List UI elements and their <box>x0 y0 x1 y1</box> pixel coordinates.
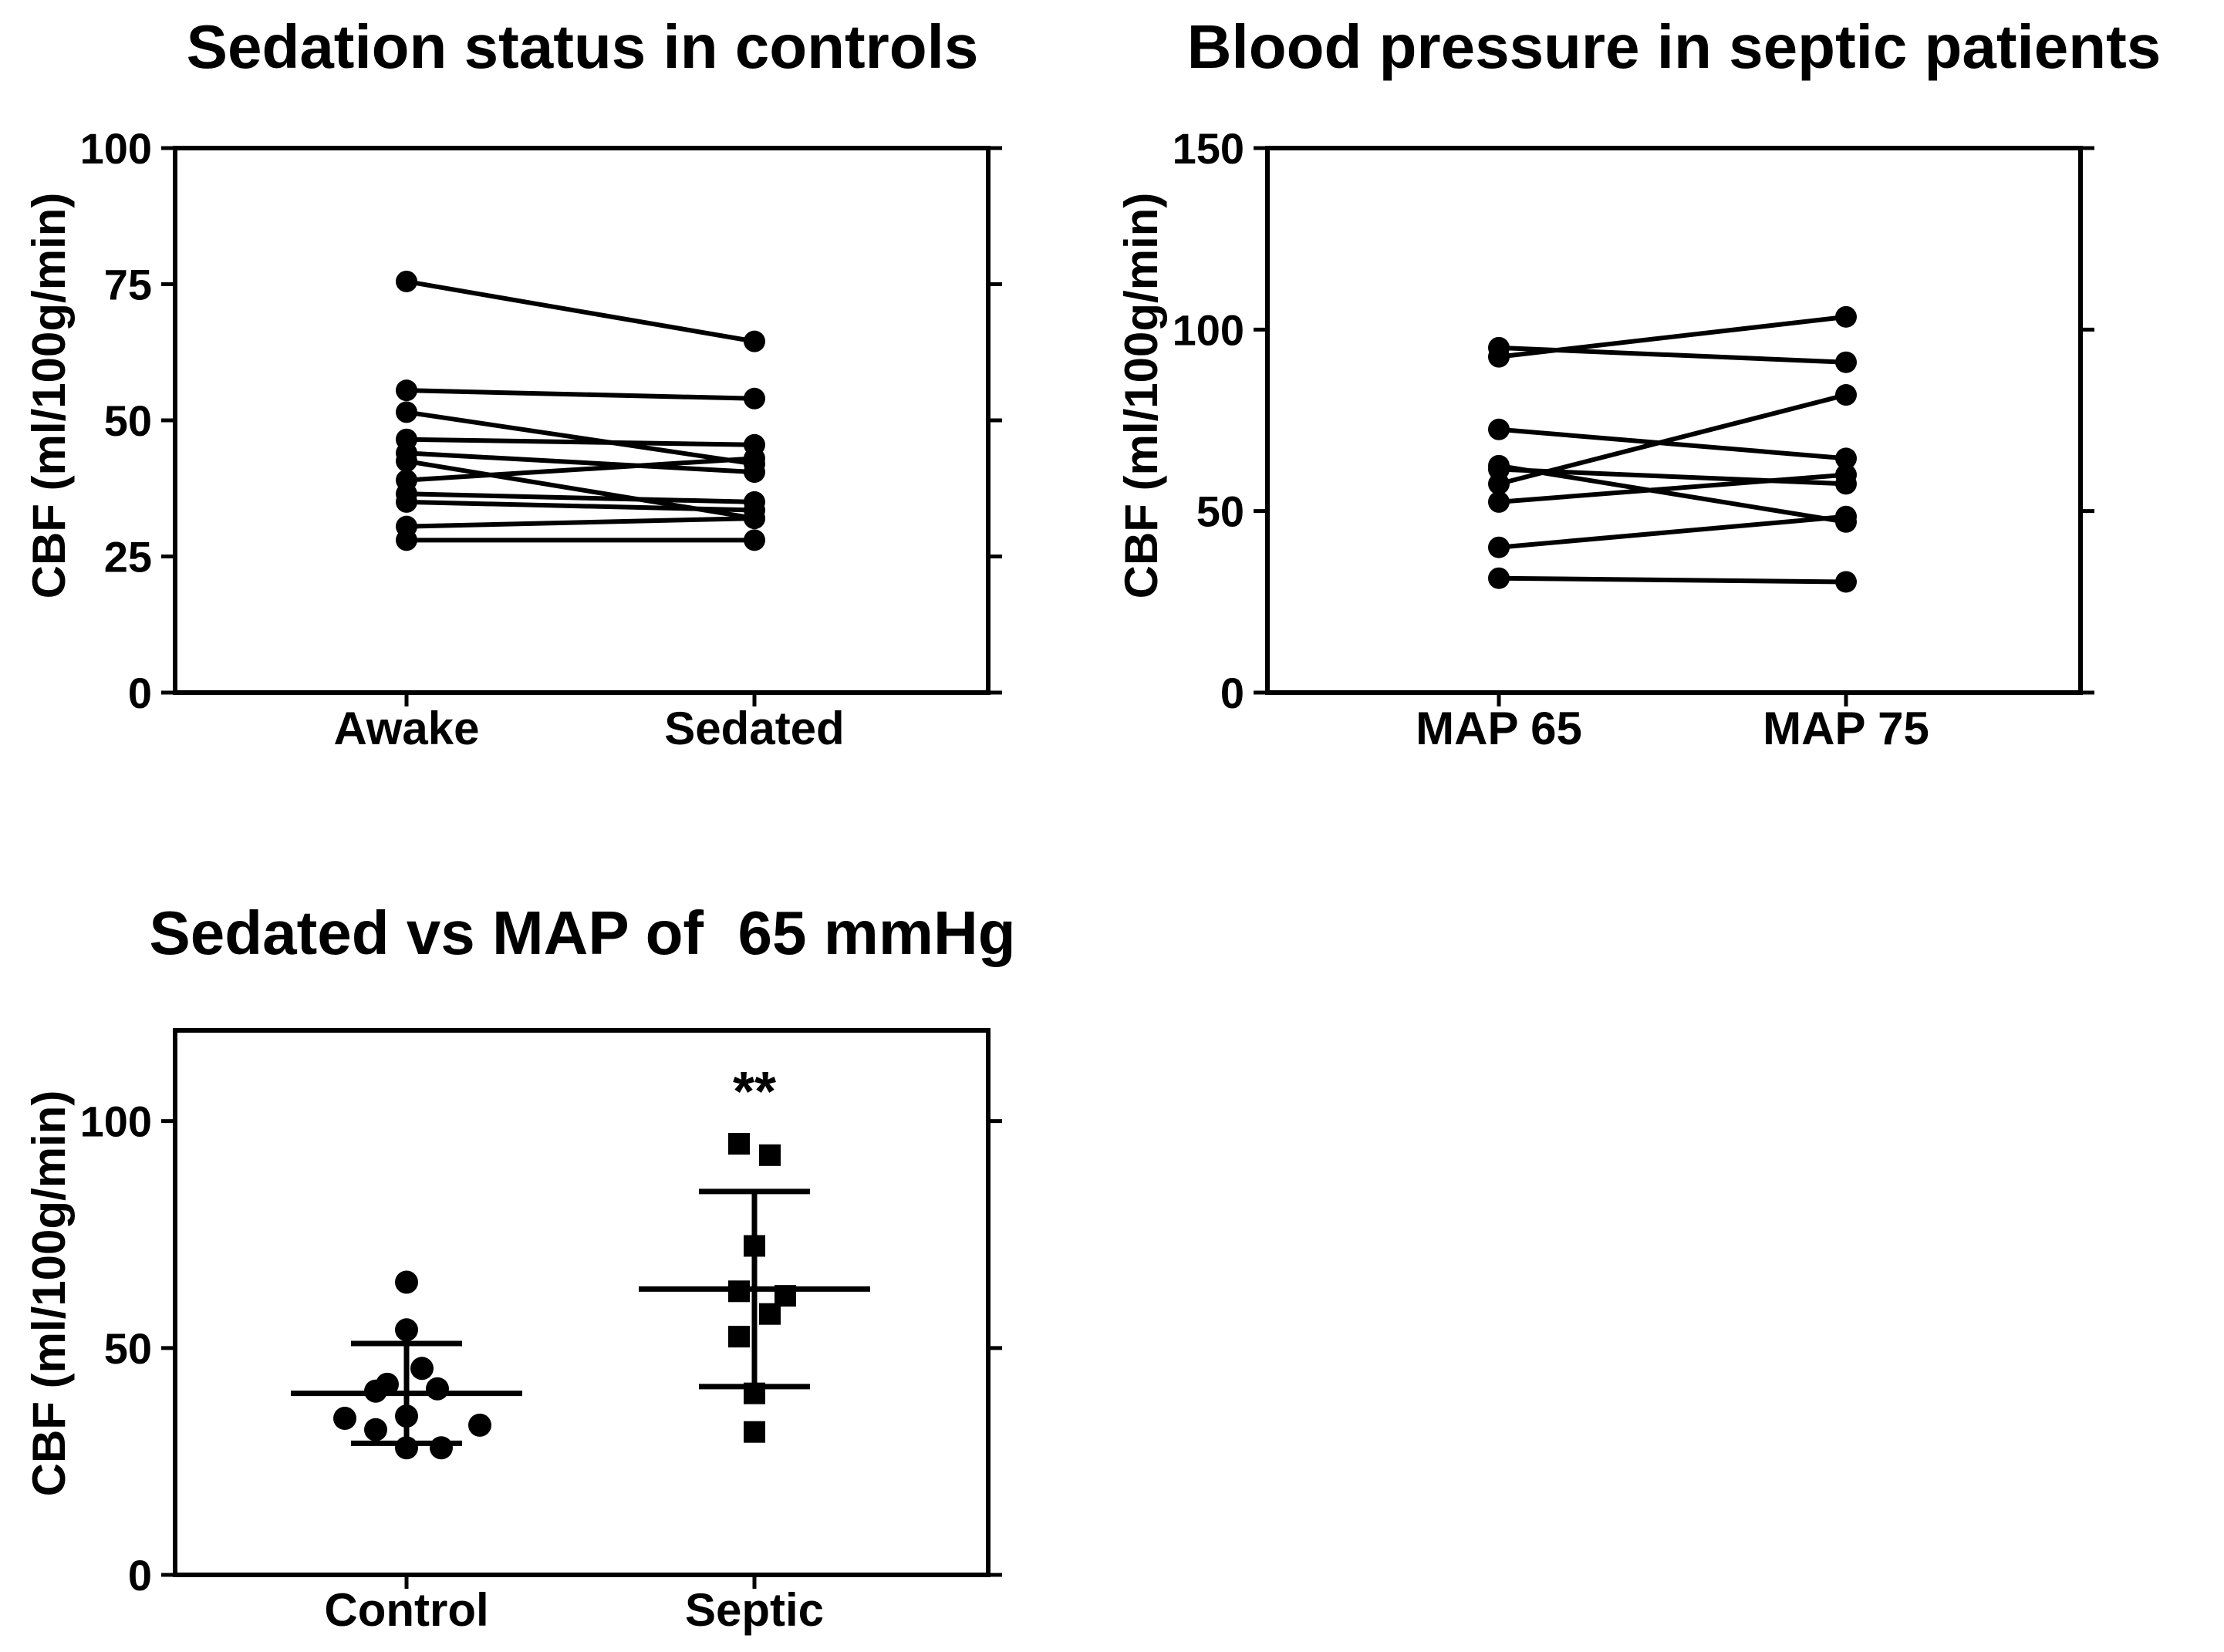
data-point-sedated <box>744 507 765 530</box>
y-axis-ticks: 0 25 50 75 100 <box>80 124 1002 717</box>
data-point-sedated <box>744 330 765 352</box>
data-point-septic <box>728 1326 750 1348</box>
mean-sd-bars <box>291 1188 870 1446</box>
data-point-map-75 <box>1835 464 1857 486</box>
pair-line <box>406 491 755 504</box>
data-point-map-65 <box>1488 346 1510 368</box>
y-tick-label: 100 <box>1173 305 1244 354</box>
significance-annotation: ** <box>733 1061 776 1123</box>
pair-line <box>406 516 755 529</box>
data-point-awake <box>396 529 417 551</box>
pair-line <box>1498 575 1847 585</box>
data-point-control <box>430 1436 453 1460</box>
y-tick-label: 150 <box>1173 124 1244 173</box>
pair-line <box>1498 463 1847 524</box>
y-axis-label: CBF (ml/100g/min) <box>23 1091 75 1497</box>
pair-line <box>406 388 755 401</box>
data-point-awake <box>396 270 417 292</box>
data-point-control <box>395 1270 418 1294</box>
pair-line <box>1498 514 1847 550</box>
pair-line <box>406 450 755 475</box>
data-point-awake <box>396 379 417 402</box>
panel-blood-pressure: Blood pressure in septic patients CBF (m… <box>1115 12 2161 754</box>
y-axis-label: CBF (ml/100g/min) <box>23 193 75 599</box>
data-point-control <box>410 1357 434 1381</box>
y-axis-label: CBF (ml/100g/min) <box>1115 193 1167 599</box>
data-point-septic <box>728 1133 750 1155</box>
data-points <box>396 270 765 551</box>
y-tick-label: 100 <box>80 124 152 173</box>
y-tick-label: 75 <box>104 261 152 309</box>
data-point-map-75 <box>1835 447 1857 470</box>
y-tick-label: 50 <box>1196 487 1244 536</box>
pair-line <box>406 456 755 483</box>
data-point-map-75 <box>1835 571 1857 593</box>
data-point-map-65 <box>1488 491 1510 513</box>
data-point-control <box>395 1318 418 1342</box>
pair-line <box>1498 426 1847 461</box>
x-tick-label: MAP 75 <box>1763 703 1929 754</box>
data-point-septic <box>759 1144 781 1166</box>
pair-line <box>406 499 755 513</box>
pair-line <box>406 279 755 344</box>
plot-frame <box>173 1028 991 1577</box>
data-point-awake <box>396 401 417 423</box>
pair-line <box>1498 393 1847 487</box>
pair-line <box>406 410 755 467</box>
plot-frame <box>1265 146 2083 695</box>
data-point-map-65 <box>1488 473 1510 495</box>
data-point-map-75 <box>1835 305 1857 328</box>
data-point-awake <box>396 450 417 472</box>
chart-title: Sedated vs MAP of 65 mmHg <box>149 898 1015 967</box>
data-point-septic <box>759 1303 781 1325</box>
pair-line <box>406 437 755 447</box>
x-tick-label: Control <box>324 1584 488 1636</box>
data-point-control <box>364 1418 387 1441</box>
y-axis-ticks: 0 50 100 <box>80 1097 1002 1600</box>
plot-frame <box>173 146 991 695</box>
pair-lines <box>406 279 755 543</box>
chart-title: Blood pressure in septic patients <box>1187 12 2162 81</box>
data-point-sedated <box>744 447 765 470</box>
data-point-map-65 <box>1488 536 1510 558</box>
x-tick-label: Awake <box>333 703 479 754</box>
y-tick-label: 100 <box>80 1097 152 1146</box>
chart-title: Sedation status in controls <box>187 12 979 81</box>
pair-line <box>1498 314 1847 359</box>
x-tick-label: Sedated <box>664 703 844 754</box>
data-point-map-75 <box>1835 505 1857 528</box>
y-axis-ticks: 0 50 100 150 <box>1173 124 2094 717</box>
data-point-awake <box>396 491 417 513</box>
data-point-map-75 <box>1835 384 1857 406</box>
panel-sedated-vs-map: Sedated vs MAP of 65 mmHg CBF (ml/100g/m… <box>23 898 1016 1636</box>
y-tick-label: 25 <box>104 533 152 582</box>
x-tick-label: MAP 65 <box>1416 703 1582 754</box>
y-tick-label: 50 <box>104 1324 152 1373</box>
y-tick-label: 0 <box>1220 669 1244 717</box>
data-point-map-65 <box>1488 418 1510 440</box>
data-point-map-65 <box>1488 567 1510 589</box>
y-tick-label: 0 <box>128 1551 152 1600</box>
data-point-sedated <box>744 529 765 551</box>
data-point-control <box>333 1407 356 1431</box>
y-tick-label: 0 <box>128 669 152 717</box>
data-point-control <box>468 1413 491 1437</box>
x-tick-label: Septic <box>685 1584 824 1636</box>
data-point-sedated <box>744 387 765 410</box>
data-point-map-75 <box>1835 351 1857 373</box>
panel-sedation-status: Sedation status in controls CBF (ml/100g… <box>23 12 1002 754</box>
data-points <box>333 1133 796 1460</box>
data-point-control <box>426 1377 449 1401</box>
y-tick-label: 50 <box>104 396 152 445</box>
pair-line <box>1498 472 1847 504</box>
data-point-septic <box>744 1421 765 1443</box>
data-points <box>1488 305 1857 593</box>
pair-lines <box>1498 314 1847 585</box>
